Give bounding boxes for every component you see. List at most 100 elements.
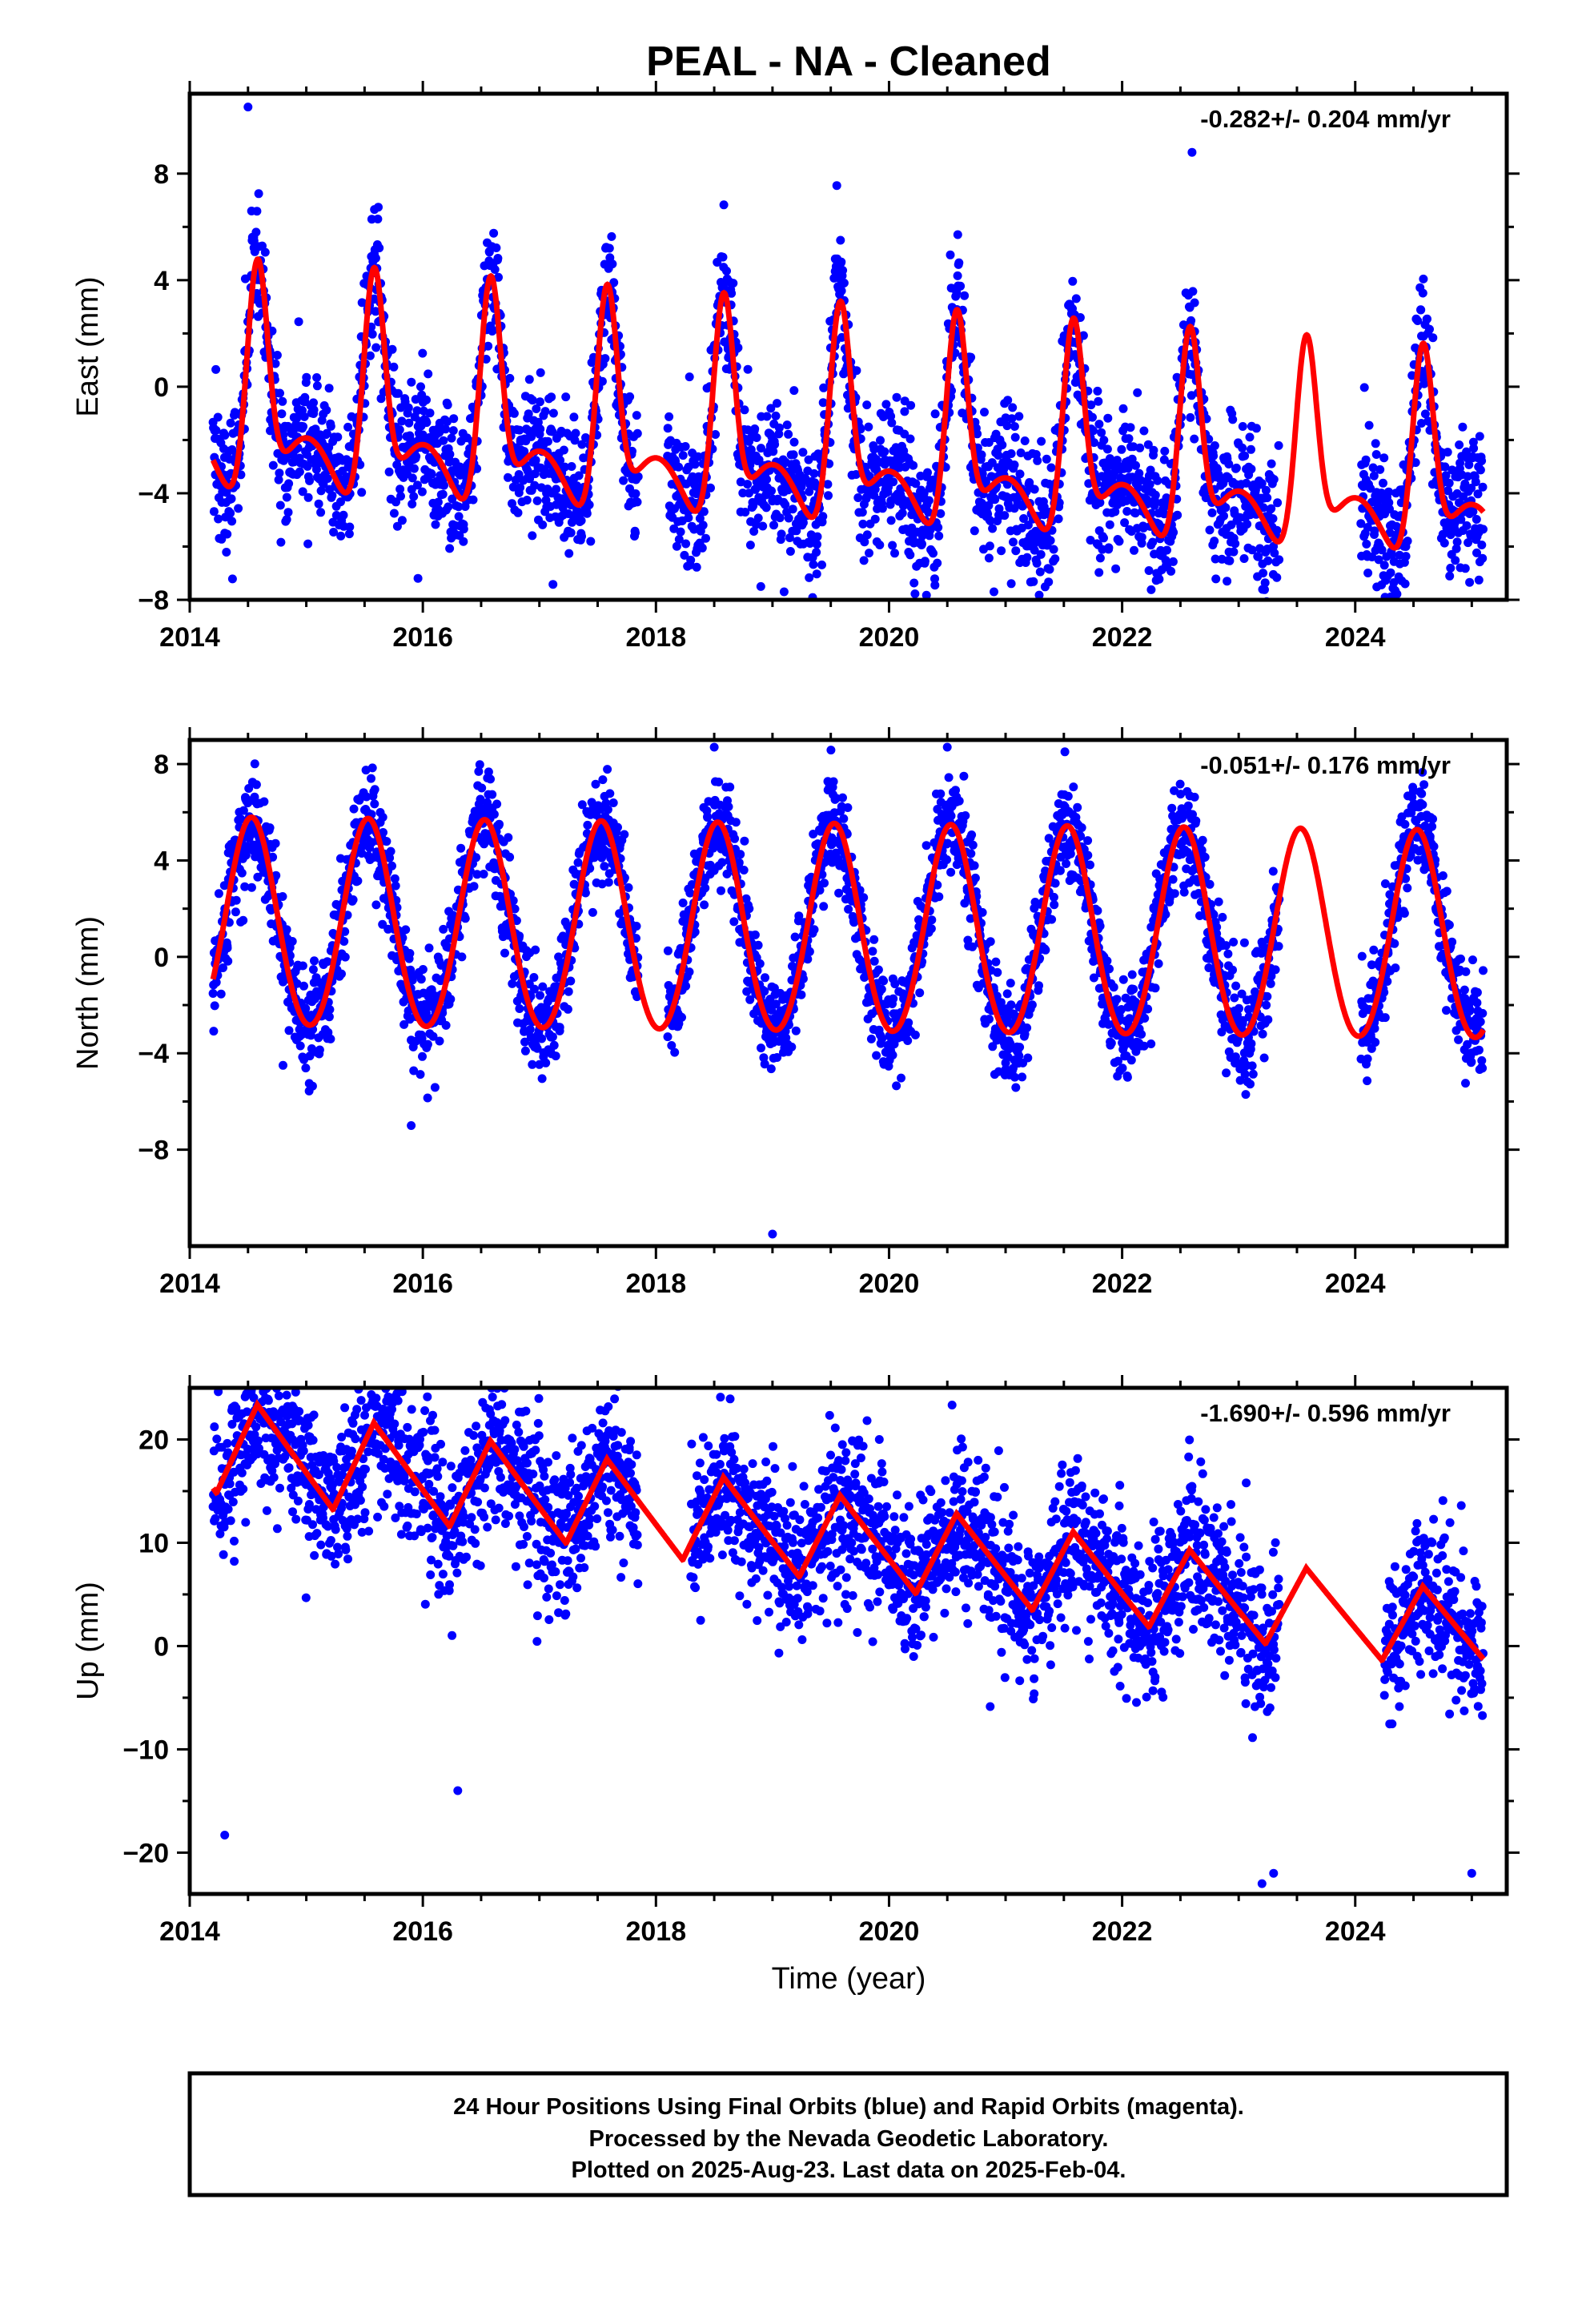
data-point [424, 943, 434, 953]
data-point [820, 879, 829, 888]
data-point [1122, 507, 1132, 516]
data-point [357, 488, 367, 497]
data-point [968, 840, 978, 850]
data-point [566, 976, 576, 986]
data-point [547, 392, 556, 402]
data-point [505, 373, 515, 383]
data-point [1095, 553, 1105, 563]
data-point [603, 765, 612, 774]
data-point [719, 200, 729, 210]
data-point [301, 1063, 311, 1073]
data-point [730, 834, 740, 843]
data-point [1419, 379, 1429, 388]
y-tick-label: −4 [138, 479, 169, 509]
data-point [1260, 578, 1270, 588]
data-point [231, 907, 240, 917]
data-point [1440, 462, 1450, 472]
data-point [809, 560, 818, 569]
data-point [1030, 545, 1039, 555]
data-point [1387, 550, 1396, 559]
data-point [946, 867, 956, 877]
data-point [1006, 579, 1016, 589]
data-point [1094, 568, 1104, 577]
data-point [1146, 585, 1156, 594]
data-point [1090, 438, 1099, 448]
data-point [858, 519, 868, 529]
data-point [762, 412, 772, 421]
data-point [1228, 415, 1238, 424]
data-point [1379, 478, 1387, 488]
data-point [309, 398, 318, 408]
data-point [345, 522, 355, 532]
data-point [1392, 589, 1402, 599]
data-point [942, 855, 952, 864]
data-point [537, 1074, 547, 1084]
data-point [299, 981, 308, 991]
data-point [1089, 426, 1098, 436]
data-point [1439, 538, 1449, 548]
data-point [633, 472, 643, 481]
data-point [424, 369, 433, 379]
data-point [1458, 422, 1468, 432]
data-point [927, 915, 937, 925]
data-point [1479, 525, 1488, 534]
data-point [344, 529, 354, 539]
data-point [946, 811, 956, 821]
data-point [818, 512, 828, 521]
data-point [1173, 510, 1182, 520]
data-point [538, 520, 548, 529]
data-point [921, 841, 931, 850]
data-point [1095, 498, 1105, 508]
data-point [299, 412, 309, 421]
data-point [237, 868, 247, 878]
data-point [418, 965, 428, 974]
data-point [408, 473, 417, 483]
data-point [531, 456, 540, 465]
data-point [1054, 514, 1063, 524]
data-point [1209, 451, 1219, 460]
data-point [1363, 569, 1373, 577]
data-point [760, 987, 769, 996]
data-point [1002, 421, 1012, 431]
data-point [774, 423, 784, 432]
data-point [1154, 574, 1164, 584]
data-point [516, 483, 525, 493]
data-point [582, 509, 592, 518]
data-point [492, 799, 502, 809]
data-point [670, 1047, 680, 1057]
data-point [490, 265, 500, 274]
data-point [789, 437, 799, 447]
data-point [1020, 436, 1030, 445]
data-point [339, 937, 349, 946]
data-point [1477, 456, 1487, 465]
data-point [1471, 477, 1480, 487]
data-point [1032, 558, 1042, 568]
data-point [1273, 498, 1283, 508]
data-point [349, 804, 359, 814]
data-point [970, 873, 980, 883]
data-point [900, 429, 909, 439]
data-point [536, 991, 544, 1000]
outlier-point [220, 529, 230, 538]
data-point [440, 480, 448, 490]
data-point [631, 528, 640, 537]
data-point [877, 504, 887, 513]
data-point [552, 485, 561, 494]
data-point [1000, 511, 1010, 521]
data-point [454, 502, 464, 512]
data-point [222, 548, 231, 557]
data-point [1270, 549, 1279, 558]
data-point [1039, 502, 1049, 512]
data-point [536, 424, 545, 434]
data-point [812, 540, 821, 549]
data-point [897, 509, 907, 518]
data-point [1009, 537, 1018, 547]
data-point [303, 539, 313, 549]
data-point [460, 502, 470, 511]
data-point [819, 902, 829, 911]
data-point [282, 493, 291, 502]
data-point [1160, 446, 1170, 456]
data-point [416, 975, 426, 984]
data-point [223, 956, 233, 966]
